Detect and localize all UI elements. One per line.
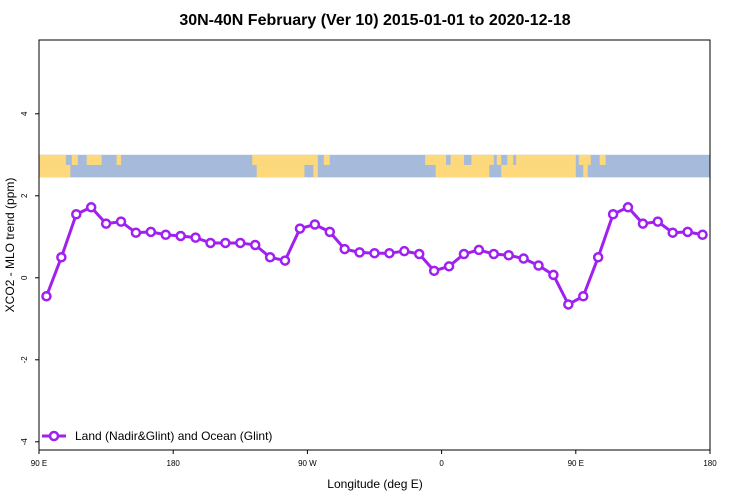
y-tick-label: -2	[20, 356, 29, 364]
land-mass	[435, 164, 490, 178]
data-point	[682, 226, 693, 238]
data-point	[249, 239, 261, 251]
y-tick-label: 2	[20, 193, 29, 198]
data-point	[413, 248, 425, 260]
data-point	[443, 261, 455, 272]
x-axis: 90 E 180 90 W 0 90 E 180	[31, 450, 717, 468]
data-point	[100, 218, 112, 229]
data-point	[41, 291, 52, 302]
data-point	[279, 255, 291, 266]
data-point	[697, 229, 708, 240]
map-band	[39, 154, 710, 178]
data-point	[548, 269, 559, 281]
data-point	[533, 260, 544, 271]
data-point	[428, 265, 440, 277]
land-mass	[116, 154, 122, 165]
y-tick-label: 0	[20, 275, 29, 280]
land-mass	[578, 154, 591, 165]
data-point	[339, 243, 350, 255]
land-mass	[86, 154, 102, 165]
data-point	[578, 291, 589, 302]
data-point	[309, 219, 321, 230]
chart-title: 30N-40N February (Ver 10) 2015-01-01 to …	[179, 12, 570, 29]
data-point	[56, 252, 67, 263]
x-tick-label: 90 E	[31, 459, 47, 468]
legend: Land (Nadir&Glint) and Ocean (Glint)	[42, 429, 272, 443]
data-point	[130, 227, 142, 238]
land-mass	[450, 154, 464, 165]
data-point	[384, 247, 395, 259]
land-mass	[516, 154, 576, 165]
data-point	[652, 216, 664, 227]
data-point	[264, 252, 276, 263]
land-mass	[323, 154, 330, 165]
data-point	[235, 237, 246, 249]
data-point	[518, 253, 529, 264]
data-point	[175, 230, 186, 242]
data-point	[503, 250, 514, 261]
legend-label: Land (Nadir&Glint) and Ocean (Glint)	[75, 429, 272, 443]
land-mass	[252, 154, 318, 165]
x-tick-label: 180	[167, 459, 181, 468]
x-tick-label: 90 W	[298, 459, 317, 468]
data-point	[71, 209, 82, 220]
data-point	[220, 237, 231, 249]
x-tick-label: 180	[703, 459, 717, 468]
y-tick-label: 4	[20, 111, 29, 116]
data-point	[205, 237, 216, 249]
y-axis-label: XCO2 - MLO trend (ppm)	[3, 178, 17, 313]
data-point	[473, 244, 485, 256]
land-mass	[507, 154, 514, 165]
data-point	[637, 218, 649, 229]
data-point	[145, 226, 157, 238]
land-mass	[599, 154, 606, 165]
data-point	[399, 245, 410, 257]
land-mass	[496, 154, 502, 165]
data-point	[488, 248, 500, 260]
land-mass	[501, 164, 576, 178]
land-mass	[471, 154, 494, 165]
data-point	[458, 248, 470, 260]
x-axis-label: Longitude (deg E)	[327, 477, 422, 491]
data-point	[563, 299, 574, 310]
plot-frame	[38, 39, 711, 451]
data-point	[354, 247, 365, 258]
data-point	[607, 209, 619, 220]
data-point	[115, 216, 127, 227]
data-point	[324, 226, 336, 238]
data-point	[592, 252, 604, 263]
ocean-band	[39, 154, 710, 178]
y-axis: -4 -2 0 2 4	[20, 111, 39, 445]
land-mass	[39, 164, 71, 178]
data-point	[369, 247, 380, 259]
land-mass	[71, 154, 78, 165]
data-point	[294, 223, 306, 234]
x-tick-label: 90 E	[568, 459, 584, 468]
data-point	[667, 227, 678, 238]
land-mass	[583, 164, 588, 178]
land-mass	[256, 164, 305, 178]
data-point	[160, 229, 171, 240]
data-point	[190, 232, 201, 243]
series-layer	[41, 202, 708, 310]
y-tick-label: -4	[20, 438, 29, 446]
land-mass	[39, 154, 66, 165]
x-tick-label: 0	[439, 459, 444, 468]
data-point	[622, 202, 634, 213]
data-point	[85, 202, 97, 213]
land-mass	[425, 154, 447, 165]
land-mass	[313, 164, 318, 178]
legend-marker	[48, 430, 60, 442]
